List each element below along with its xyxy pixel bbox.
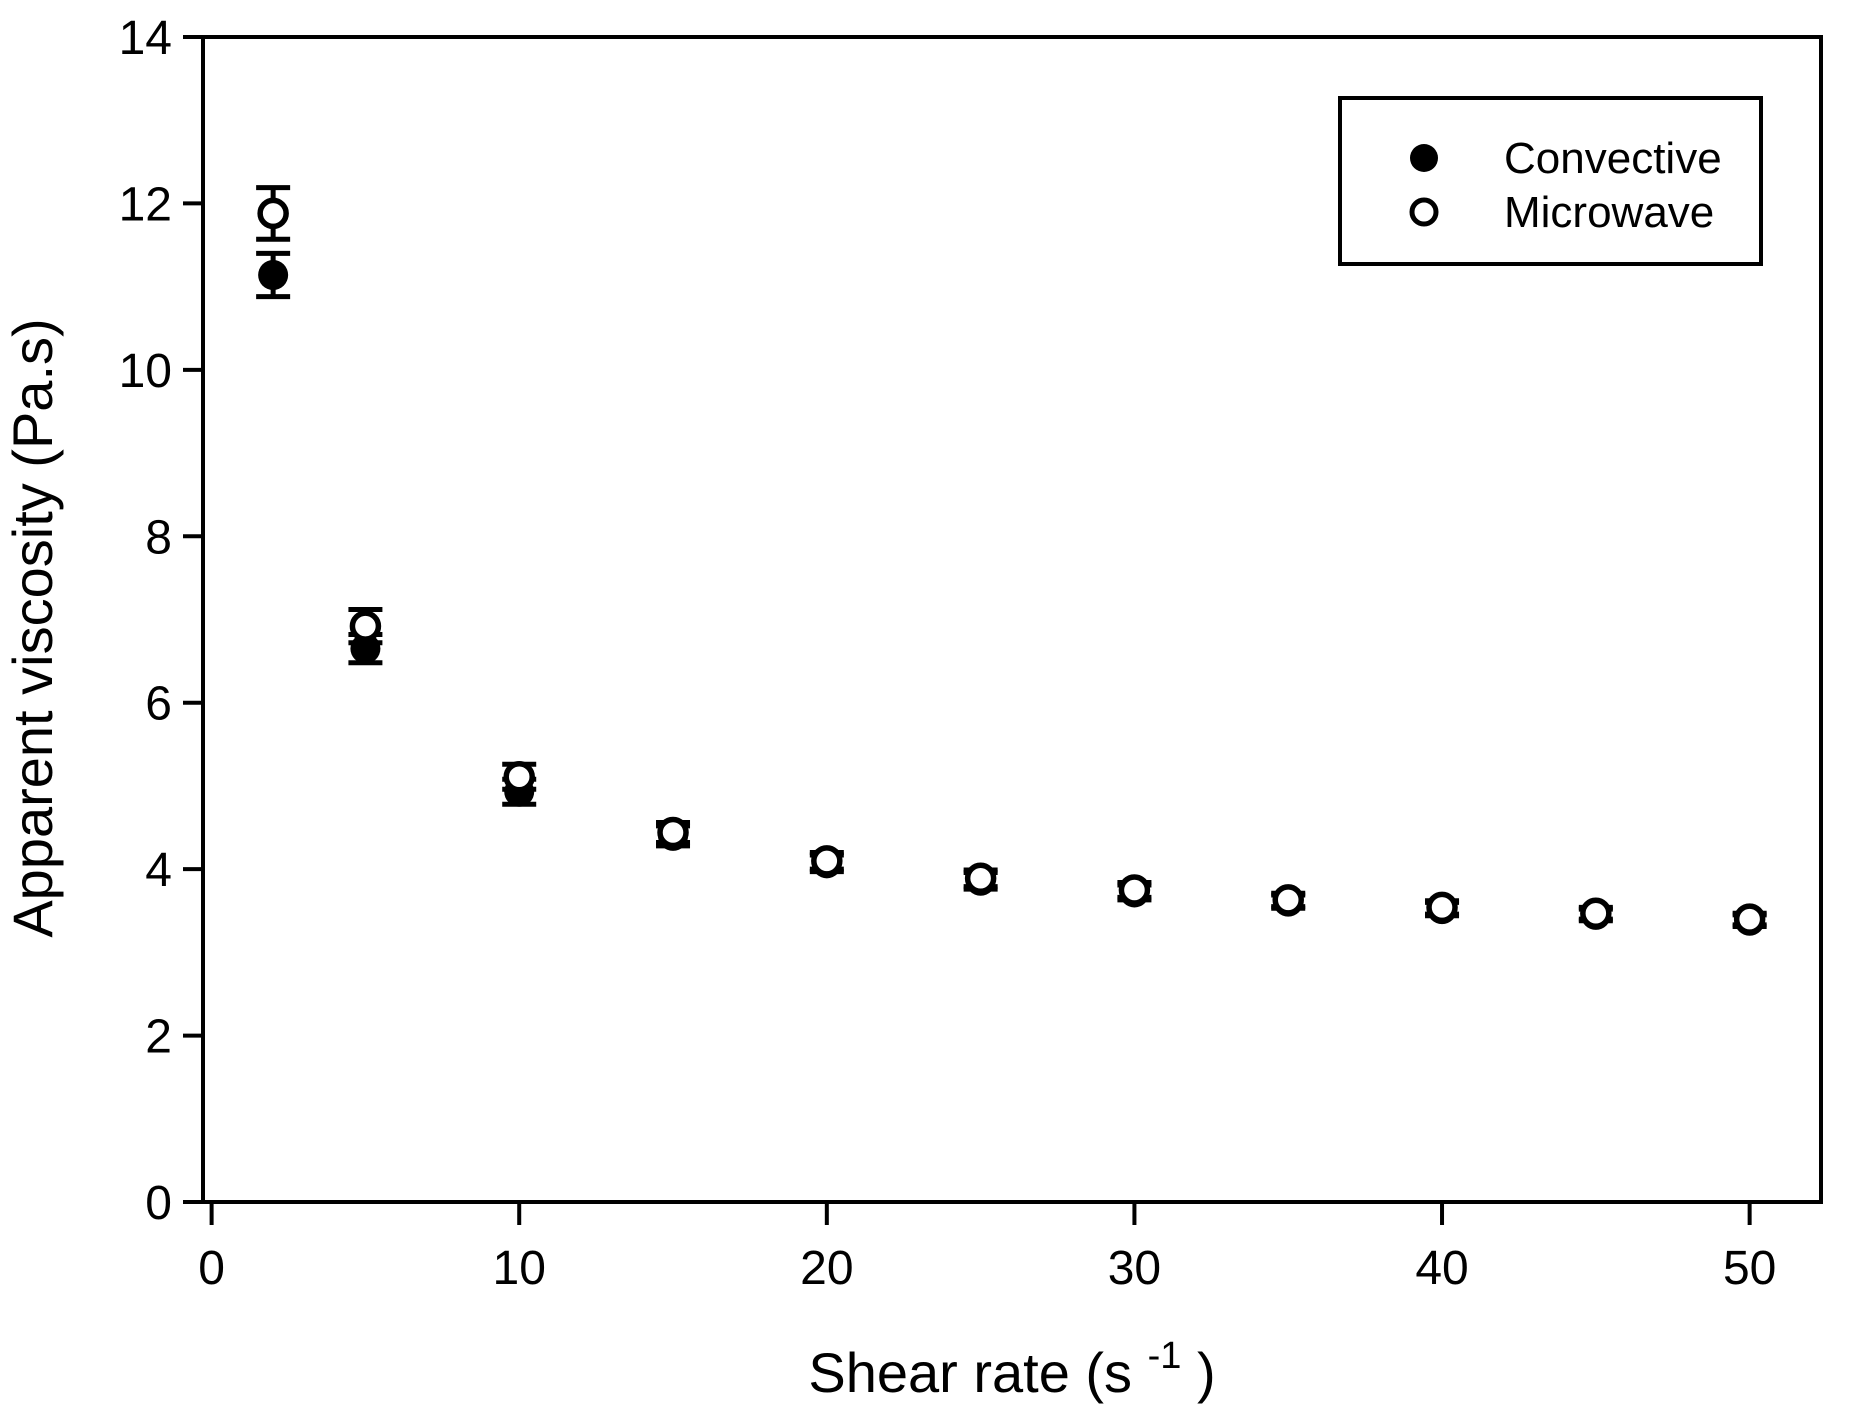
legend-label-convective: Convective — [1504, 134, 1722, 183]
data-point-microwave — [257, 197, 289, 230]
x-tick-label: 30 — [1108, 1242, 1161, 1295]
x-tick-label: 0 — [198, 1242, 225, 1295]
legend-marker-filled-circle — [1410, 144, 1438, 172]
data-point-microwave — [1118, 874, 1151, 906]
y-tick-label: 4 — [145, 844, 172, 897]
data-point-microwave — [349, 610, 382, 642]
x-tick-label: 10 — [493, 1242, 546, 1295]
legend-box — [1338, 96, 1763, 266]
y-axis: 0 2 4 6 8 10 12 14 — [119, 12, 203, 1230]
data-point-microwave — [503, 761, 535, 793]
y-tick-label: 2 — [145, 1011, 172, 1064]
data-point-microwave — [1733, 903, 1766, 935]
data-point-microwave — [657, 816, 689, 849]
legend-item-microwave: Microwave — [1409, 188, 1714, 237]
data-point-convective — [258, 259, 289, 290]
x-axis-title-base: Shear rate (s — [808, 1341, 1132, 1404]
data-point-microwave — [811, 845, 843, 877]
y-axis-title: Apparent viscosity (Pa.s) — [1, 318, 64, 937]
y-tick-label: 14 — [119, 12, 172, 65]
data-point-microwave — [1272, 884, 1304, 916]
y-tick-label: 10 — [119, 345, 172, 398]
legend: Convective Microwave — [1338, 96, 1763, 266]
data-point-microwave — [1426, 891, 1458, 924]
x-axis-title: Shear rate (s -1 ) — [808, 1317, 1215, 1404]
data-point-microwave — [1580, 897, 1612, 929]
x-tick-label: 40 — [1415, 1242, 1468, 1295]
legend-label-microwave: Microwave — [1504, 188, 1714, 237]
y-tick-label: 8 — [145, 511, 172, 564]
legend-marker-open-circle — [1409, 197, 1439, 227]
y-tick-label: 6 — [145, 678, 172, 731]
x-tick-label: 20 — [800, 1242, 853, 1295]
y-tick-label: 0 — [145, 1177, 172, 1230]
legend-item-convective: Convective — [1410, 134, 1722, 183]
x-axis-title-close: ) — [1197, 1341, 1216, 1404]
data-point-microwave — [964, 862, 997, 895]
x-tick-label: 50 — [1723, 1242, 1776, 1295]
x-axis: 0 10 20 30 40 50 — [198, 1202, 1776, 1295]
x-axis-title-superscript: -1 — [1148, 1335, 1182, 1377]
y-tick-label: 12 — [119, 178, 172, 231]
series-microwave — [256, 185, 1767, 935]
